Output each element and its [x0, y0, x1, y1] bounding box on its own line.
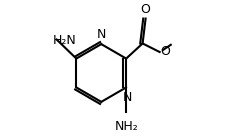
Text: N: N [123, 91, 132, 104]
Text: O: O [141, 3, 150, 16]
Text: NH₂: NH₂ [114, 120, 138, 133]
Text: N: N [97, 28, 106, 41]
Text: O: O [160, 45, 170, 58]
Text: H₂N: H₂N [53, 34, 77, 47]
